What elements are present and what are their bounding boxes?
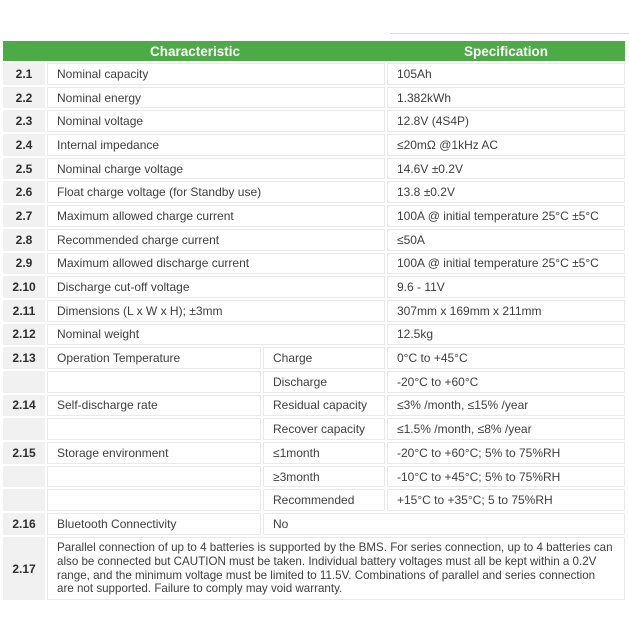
table-row: 2.7 Maximum allowed charge current 100A … bbox=[3, 205, 625, 227]
subcategory-cell: Residual capacity bbox=[263, 394, 385, 417]
table-row: 2.16 Bluetooth Connectivity No bbox=[3, 513, 625, 535]
subcategory-cell: Charge bbox=[263, 347, 385, 369]
characteristic-cell: Bluetooth Connectivity bbox=[47, 513, 261, 535]
table-row: 2.5 Nominal charge voltage 14.6V ±0.2V bbox=[3, 157, 625, 180]
note-cell: Parallel connection of up to 4 batteries… bbox=[47, 536, 625, 601]
specification-cell: ≤50A bbox=[387, 228, 625, 251]
specification-cell: -10°C to +45°C; 5% to 75%RH bbox=[387, 465, 625, 488]
specification-cell: 12.5kg bbox=[387, 323, 625, 346]
row-number-cell: 2.15 bbox=[3, 442, 45, 464]
row-number-cell: 2.9 bbox=[3, 252, 45, 275]
specification-cell: -20°C to +60°C bbox=[387, 370, 625, 393]
subcategory-cell: Recommended bbox=[263, 489, 385, 512]
row-number-cell: 2.3 bbox=[3, 110, 45, 133]
characteristic-cell: Nominal weight bbox=[47, 323, 385, 346]
table-row: ≥3month -10°C to +45°C; 5% to 75%RH bbox=[3, 465, 625, 488]
specification-header: Specification bbox=[463, 43, 549, 59]
specification-cell: 14.6V ±0.2V bbox=[387, 157, 625, 180]
table-row: 2.15 Storage environment ≤1month -20°C t… bbox=[3, 442, 625, 464]
characteristic-cell: Self-discharge rate bbox=[47, 394, 261, 417]
table-row: Discharge -20°C to +60°C bbox=[3, 370, 625, 393]
characteristic-cell: Nominal capacity bbox=[47, 63, 385, 85]
specification-cell: No bbox=[263, 513, 625, 535]
characteristic-cell bbox=[47, 465, 261, 488]
table-row: 2.3 Nominal voltage 12.8V (4S4P) bbox=[3, 110, 625, 133]
specification-cell: -20°C to +60°C; 5% to 75%RH bbox=[387, 442, 625, 464]
characteristic-cell: Dimensions (L x W x H); ±3mm bbox=[47, 299, 385, 322]
specification-cell: 105Ah bbox=[387, 63, 625, 85]
subcategory-cell: Discharge bbox=[263, 370, 385, 393]
characteristic-header: Characteristic bbox=[149, 43, 241, 59]
specification-cell: +15°C to +35°C; 5 to 75%RH bbox=[387, 489, 625, 512]
row-number-cell bbox=[3, 418, 45, 440]
table-row: 2.4 Internal impedance ≤20mΩ @1kHz AC bbox=[3, 134, 625, 156]
characteristic-cell: Nominal voltage bbox=[47, 110, 385, 133]
row-number-cell: 2.2 bbox=[3, 86, 45, 109]
characteristic-cell: Storage environment bbox=[47, 442, 261, 464]
characteristic-cell: Maximum allowed discharge current bbox=[47, 252, 385, 275]
row-number-cell: 2.14 bbox=[3, 394, 45, 417]
spec-table: 2.1 Nominal capacity 105Ah 2.2 Nominal e… bbox=[1, 61, 627, 602]
specification-cell: 12.8V (4S4P) bbox=[387, 110, 625, 133]
row-number-cell: 2.6 bbox=[3, 181, 45, 204]
top-divider-line bbox=[390, 33, 629, 34]
row-number-cell: 2.16 bbox=[3, 513, 45, 535]
row-number-cell: 2.7 bbox=[3, 205, 45, 227]
characteristic-cell: Discharge cut-off voltage bbox=[47, 276, 385, 298]
battery-spec-table: Characteristic Specification 2.1 Nominal… bbox=[3, 41, 625, 602]
characteristic-cell: Nominal charge voltage bbox=[47, 157, 385, 180]
table-row: 2.14 Self-discharge rate Residual capaci… bbox=[3, 394, 625, 417]
table-row: 2.8 Recommended charge current ≤50A bbox=[3, 228, 625, 251]
row-number-cell: 2.8 bbox=[3, 228, 45, 251]
characteristic-cell bbox=[47, 418, 261, 440]
subcategory-cell: ≤1month bbox=[263, 442, 385, 464]
row-number-cell bbox=[3, 489, 45, 512]
table-row: 2.2 Nominal energy 1.382kWh bbox=[3, 86, 625, 109]
specification-cell: 100A @ initial temperature 25°C ±5°C bbox=[387, 252, 625, 275]
table-row: 2.10 Discharge cut-off voltage 9.6 - 11V bbox=[3, 276, 625, 298]
characteristic-cell: Maximum allowed charge current bbox=[47, 205, 385, 227]
characteristic-cell: Internal impedance bbox=[47, 134, 385, 156]
subcategory-cell: ≥3month bbox=[263, 465, 385, 488]
table-row: 2.1 Nominal capacity 105Ah bbox=[3, 63, 625, 85]
characteristic-cell: Nominal energy bbox=[47, 86, 385, 109]
specification-cell: ≤20mΩ @1kHz AC bbox=[387, 134, 625, 156]
specification-cell: 307mm x 169mm x 211mm bbox=[387, 299, 625, 322]
row-number-cell: 2.17 bbox=[3, 536, 45, 601]
table-header-row: Characteristic Specification bbox=[3, 41, 625, 61]
characteristic-cell: Operation Temperature bbox=[47, 347, 261, 369]
row-number-cell: 2.11 bbox=[3, 299, 45, 322]
subcategory-cell: Recover capacity bbox=[263, 418, 385, 440]
table-row: 2.6 Float charge voltage (for Standby us… bbox=[3, 181, 625, 204]
table-row: Recover capacity ≤1.5% /month, ≤8% /year bbox=[3, 418, 625, 440]
characteristic-cell bbox=[47, 370, 261, 393]
table-row: 2.17 Parallel connection of up to 4 batt… bbox=[3, 536, 625, 601]
specification-cell: ≤3% /month, ≤15% /year bbox=[387, 394, 625, 417]
specification-cell: 0°C to +45°C bbox=[387, 347, 625, 369]
specification-cell: 13.8 ±0.2V bbox=[387, 181, 625, 204]
specification-cell: ≤1.5% /month, ≤8% /year bbox=[387, 418, 625, 440]
table-row: 2.9 Maximum allowed discharge current 10… bbox=[3, 252, 625, 275]
row-number-cell: 2.13 bbox=[3, 347, 45, 369]
specification-cell: 9.6 - 11V bbox=[387, 276, 625, 298]
row-number-cell: 2.5 bbox=[3, 157, 45, 180]
characteristic-cell: Float charge voltage (for Standby use) bbox=[47, 181, 385, 204]
row-number-cell bbox=[3, 465, 45, 488]
table-row: 2.11 Dimensions (L x W x H); ±3mm 307mm … bbox=[3, 299, 625, 322]
specification-cell: 100A @ initial temperature 25°C ±5°C bbox=[387, 205, 625, 227]
row-number-cell: 2.10 bbox=[3, 276, 45, 298]
characteristic-cell bbox=[47, 489, 261, 512]
row-number-cell: 2.4 bbox=[3, 134, 45, 156]
characteristic-cell: Recommended charge current bbox=[47, 228, 385, 251]
specification-cell: 1.382kWh bbox=[387, 86, 625, 109]
row-number-cell bbox=[3, 370, 45, 393]
row-number-cell: 2.12 bbox=[3, 323, 45, 346]
row-number-cell: 2.1 bbox=[3, 63, 45, 85]
table-row: 2.13 Operation Temperature Charge 0°C to… bbox=[3, 347, 625, 369]
table-row: Recommended +15°C to +35°C; 5 to 75%RH bbox=[3, 489, 625, 512]
table-row: 2.12 Nominal weight 12.5kg bbox=[3, 323, 625, 346]
